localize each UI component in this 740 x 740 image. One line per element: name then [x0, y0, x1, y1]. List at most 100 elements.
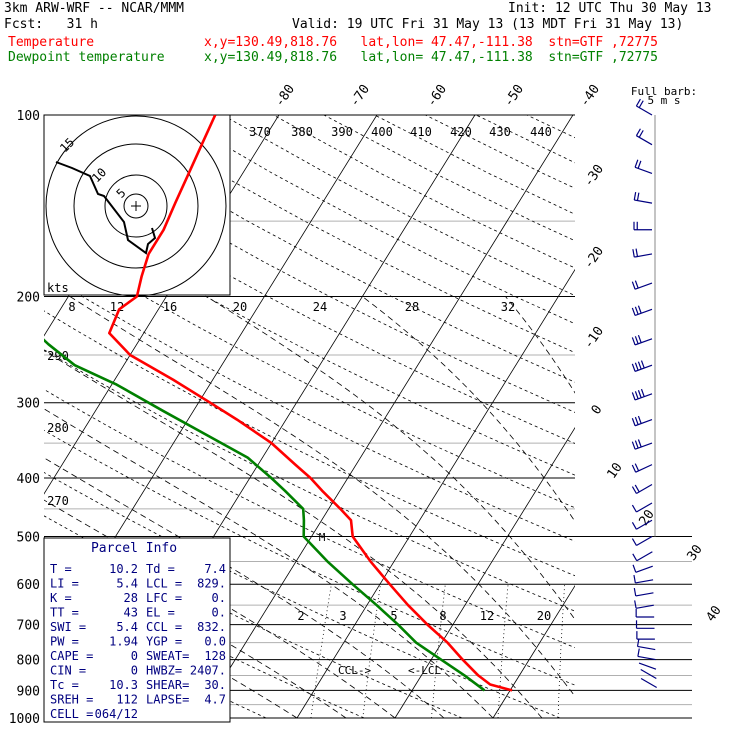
wind-barb-flag	[634, 463, 640, 472]
wind-barb-flag	[631, 281, 636, 290]
parcel-info-frame	[43, 537, 231, 723]
wind-barb-staff	[638, 662, 657, 670]
theta-label-420: 420	[450, 125, 472, 139]
parcel-key: SWI =	[50, 620, 86, 634]
mixing-ratio-8	[497, 584, 509, 719]
wind-barb	[631, 519, 653, 530]
parcel-key: TT =	[50, 606, 79, 620]
moist-adiabat-25	[206, 296, 575, 621]
pressure-labels: 100 200 300 400 500 600 700 800 900 1000	[9, 109, 40, 727]
wind-barb	[634, 159, 653, 175]
theta-label-410: 410	[410, 125, 432, 139]
parcel-value: 2407.	[190, 664, 226, 678]
hodo-ring-15	[104, 174, 168, 238]
wind-barb-flag	[635, 248, 639, 257]
wind-barb-flag	[637, 415, 642, 424]
parcel-info-box: Parcel Info T = 10.2 Td = 7.4 LI = 5.4 LCL = 829…	[43, 537, 231, 723]
valid-time: Valid: 19 UTC Fri 31 May 13 (13 MDT Fri …	[292, 17, 684, 32]
hodo-speed-label-16: 16	[163, 300, 177, 314]
wind-barb-flag	[631, 392, 636, 401]
wind-barb-flag	[640, 388, 645, 397]
pressure-label-900: 900	[17, 684, 40, 699]
mixing-ratio-5	[431, 584, 446, 719]
parcel-value: 5.4	[116, 577, 138, 591]
parcel-key: CIN =	[50, 664, 86, 678]
wind-barb-flag	[633, 192, 637, 201]
temperature-location: x,y=130.49,818.76 lat,lon= 47.47,-111.38…	[204, 35, 658, 50]
isotherm--10	[296, 268, 575, 719]
wind-barb	[631, 334, 653, 346]
parcel-value: 28	[124, 591, 138, 605]
model-title: 3km ARW-WRF -- NCAR/MMM	[4, 1, 185, 16]
dry-adiabat-label-290: 290	[47, 349, 69, 363]
wind-barb-staff	[634, 338, 653, 346]
wind-barb-flag	[634, 440, 639, 449]
wind-barb	[633, 587, 654, 597]
wind-barb-staff	[637, 655, 656, 661]
theta-label-430: 430	[489, 125, 511, 139]
parcel-value: 0.	[212, 606, 226, 620]
parcel-value: 1.94	[109, 635, 138, 649]
wind-barb	[631, 305, 653, 317]
parcel-key: EL =	[146, 606, 175, 620]
dry-adiabat-300	[44, 429, 575, 686]
wind-barb-flag	[634, 391, 639, 400]
dry-adiabat-label-280: 280	[47, 421, 69, 435]
wind-barb	[631, 463, 653, 473]
pressure-label-800: 800	[17, 654, 40, 669]
hodo-speed-label-20: 20	[233, 300, 247, 314]
moist-adiabat-15	[44, 350, 543, 719]
dry-adiabat-480	[526, 115, 575, 139]
wind-barb-staff	[634, 419, 653, 427]
dewpoint-line	[44, 338, 486, 692]
wind-barb	[631, 360, 653, 372]
mixing-ratio-label-3: 3	[339, 609, 346, 623]
chart-header: 3km ARW-WRF -- NCAR/MMM Init: 12 UTC Thu…	[0, 0, 740, 70]
wind-barb-flag	[632, 564, 637, 573]
parcel-key: LFC =	[146, 591, 182, 605]
wind-barb	[633, 221, 652, 231]
isotherm-label--50: -50	[501, 82, 527, 110]
sounding-series	[44, 115, 513, 692]
wind-profile	[631, 98, 657, 689]
parcel-key: HWBZ=	[146, 664, 182, 678]
parcel-value: 0	[131, 664, 138, 678]
theta-label-400: 400	[371, 125, 393, 139]
wind-barb-staff	[634, 393, 653, 401]
parcel-key: SREH =	[50, 693, 93, 707]
parcel-key: CCL =	[146, 620, 182, 634]
isotherm-label--40: -40	[577, 82, 603, 110]
parcel-value: 4.7	[204, 693, 226, 707]
parcel-value: 10.3	[109, 678, 138, 692]
isotherm-label--70: -70	[347, 82, 373, 110]
wind-barb-flag	[632, 249, 635, 258]
wind-barb-flag	[636, 192, 640, 201]
forecast-hour: Fcst: 31 h	[4, 17, 98, 32]
wind-barb-staff	[635, 464, 653, 473]
wind-barb	[635, 128, 653, 146]
hodograph-frame	[43, 114, 231, 296]
wind-barb-staff	[636, 502, 653, 513]
wind-barb-staff	[636, 519, 653, 530]
dry-adiabat-460	[425, 115, 575, 189]
parcel-key: YGP =	[146, 635, 182, 649]
parcel-key: SWEAT=	[146, 649, 189, 663]
mixing-ratio-label-5: 5	[390, 609, 397, 623]
isotherm-label--30: -30	[581, 162, 607, 190]
parcel-value: 0.	[212, 591, 226, 605]
wind-barb-flag	[634, 159, 639, 168]
lcl-annotation: <-LCL	[408, 664, 441, 677]
pressure-label-600: 600	[17, 578, 40, 593]
wind-barb	[640, 668, 657, 680]
wind-barb	[631, 388, 653, 401]
dry-adiabat-470	[475, 115, 575, 164]
parcel-key: LI =	[50, 577, 79, 591]
wind-barb	[638, 662, 657, 670]
wind-barb	[631, 502, 653, 513]
temperature-legend: Temperature	[8, 35, 95, 50]
parcel-key: SHEAR=	[146, 678, 189, 692]
parcel-value: 829.	[197, 577, 226, 591]
wind-barb	[632, 551, 653, 562]
wind-barb-flag	[631, 504, 637, 513]
pressure-label-700: 700	[17, 619, 40, 634]
